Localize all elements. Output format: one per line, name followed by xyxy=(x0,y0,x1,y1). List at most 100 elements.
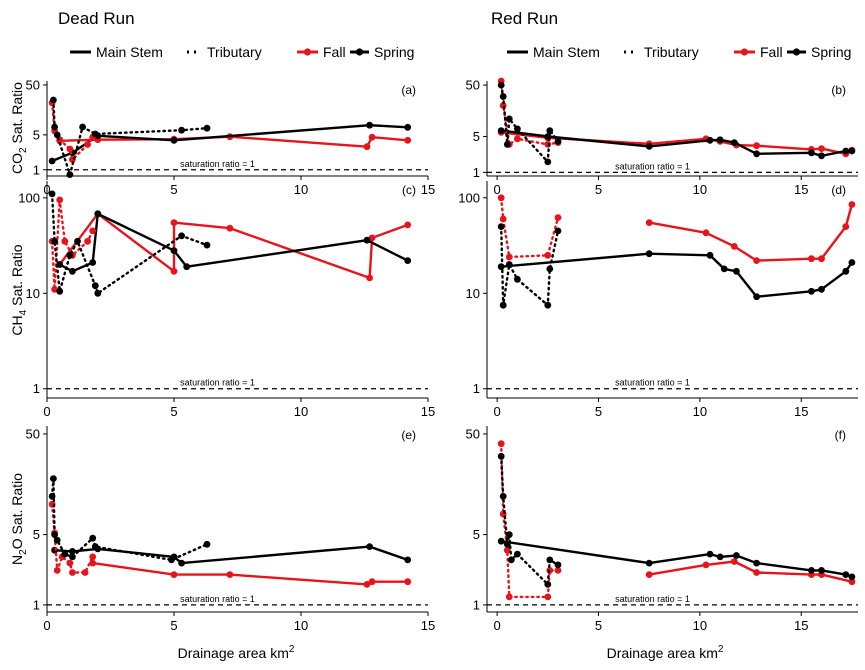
spring-main-stem-line xyxy=(53,545,409,565)
data-point xyxy=(497,194,505,202)
data-point xyxy=(514,550,521,558)
x-tick-label: 0 xyxy=(494,182,501,197)
data-point xyxy=(702,561,710,569)
x-tick-label: 0 xyxy=(43,618,50,633)
y-tick-label: 1 xyxy=(33,381,40,396)
data-point xyxy=(53,567,61,574)
legend-spring-marker xyxy=(792,48,801,56)
data-point xyxy=(505,593,513,601)
data-point xyxy=(366,121,373,129)
column-title-dead-run: Dead Run xyxy=(58,9,135,28)
data-point xyxy=(842,223,850,231)
data-point xyxy=(53,131,61,139)
y-axis-label-text: CH xyxy=(9,315,25,335)
x-tick-label: 10 xyxy=(693,618,707,633)
data-point xyxy=(848,201,856,208)
data-point xyxy=(720,265,728,273)
x-tick-label: 0 xyxy=(494,404,501,419)
data-point xyxy=(544,158,552,166)
data-point xyxy=(170,247,178,255)
data-point xyxy=(554,138,562,145)
legend-spring-marker xyxy=(355,48,364,56)
x-tick-label: 5 xyxy=(170,404,177,419)
data-point xyxy=(808,567,815,574)
legend-fall-marker xyxy=(740,48,749,56)
data-point xyxy=(363,581,371,588)
legend-tributary-label: Tributary xyxy=(207,44,262,60)
x-tick-label: 15 xyxy=(421,618,435,633)
data-point xyxy=(84,237,91,245)
data-point xyxy=(753,569,760,576)
data-point xyxy=(505,115,513,123)
data-point xyxy=(89,534,97,542)
y-axis-label: CO2 Sat. Ratio xyxy=(9,82,29,174)
data-point xyxy=(702,229,710,237)
data-point xyxy=(50,96,57,104)
data-point xyxy=(848,259,856,266)
data-point xyxy=(848,578,856,586)
data-point xyxy=(546,265,554,273)
data-point xyxy=(753,150,760,158)
data-point xyxy=(50,475,57,482)
spring-main-stem-line xyxy=(500,540,854,579)
data-point xyxy=(89,553,97,561)
y-tick-label: 50 xyxy=(466,78,480,93)
data-point xyxy=(842,147,850,155)
data-point xyxy=(368,578,376,586)
data-point xyxy=(554,561,562,569)
x-tick-label: 5 xyxy=(170,182,177,197)
data-point xyxy=(507,556,515,564)
x-tick-label: 15 xyxy=(421,404,435,419)
x-axis-label-superscript: 2 xyxy=(718,644,724,655)
data-point xyxy=(226,224,234,232)
data-point xyxy=(733,267,740,275)
data-point xyxy=(645,219,653,227)
data-point xyxy=(74,237,81,245)
x-tick-label: 5 xyxy=(595,404,602,419)
column-title-red-run: Red Run xyxy=(491,9,558,28)
y-axis-label-text: O Sat. Ratio xyxy=(9,473,25,549)
data-point xyxy=(368,234,376,242)
saturation-reference-label: saturation ratio = 1 xyxy=(180,378,255,388)
x-tick-label: 0 xyxy=(494,618,501,633)
x-axis-label-text: Drainage area km xyxy=(178,645,289,661)
data-point xyxy=(818,255,825,263)
data-point xyxy=(499,492,507,500)
data-point xyxy=(368,133,376,141)
data-point xyxy=(170,219,178,227)
data-point xyxy=(753,293,760,301)
data-point xyxy=(753,257,760,264)
data-point xyxy=(56,287,64,295)
data-point xyxy=(363,236,371,244)
panel-letter: (f) xyxy=(835,428,846,442)
y-tick-label: 100 xyxy=(458,190,480,205)
data-point xyxy=(848,147,856,155)
data-point xyxy=(808,287,815,295)
data-point xyxy=(94,289,102,297)
panel-letter: (a) xyxy=(401,83,416,97)
x-tick-label: 15 xyxy=(421,182,435,197)
data-point xyxy=(645,143,653,150)
data-point xyxy=(499,93,507,100)
x-tick-label: 0 xyxy=(43,404,50,419)
data-point xyxy=(363,143,371,151)
y-axis-label: N2O Sat. Ratio xyxy=(9,473,29,565)
y-tick-label: 1 xyxy=(33,597,40,612)
data-point xyxy=(554,567,562,574)
data-point xyxy=(170,571,178,578)
y-tick-label: 1 xyxy=(33,162,40,177)
x-tick-label: 10 xyxy=(294,182,308,197)
data-point xyxy=(170,136,178,144)
y-tick-label: 1 xyxy=(473,597,480,612)
data-point xyxy=(503,141,511,148)
data-point xyxy=(178,126,186,134)
y-tick-label: 100 xyxy=(18,190,40,205)
data-point xyxy=(79,123,86,131)
data-point xyxy=(91,543,99,550)
data-point xyxy=(61,550,69,558)
data-point xyxy=(808,149,815,157)
y-axis-label-subscript: 2 xyxy=(18,549,29,555)
data-point xyxy=(753,142,760,150)
